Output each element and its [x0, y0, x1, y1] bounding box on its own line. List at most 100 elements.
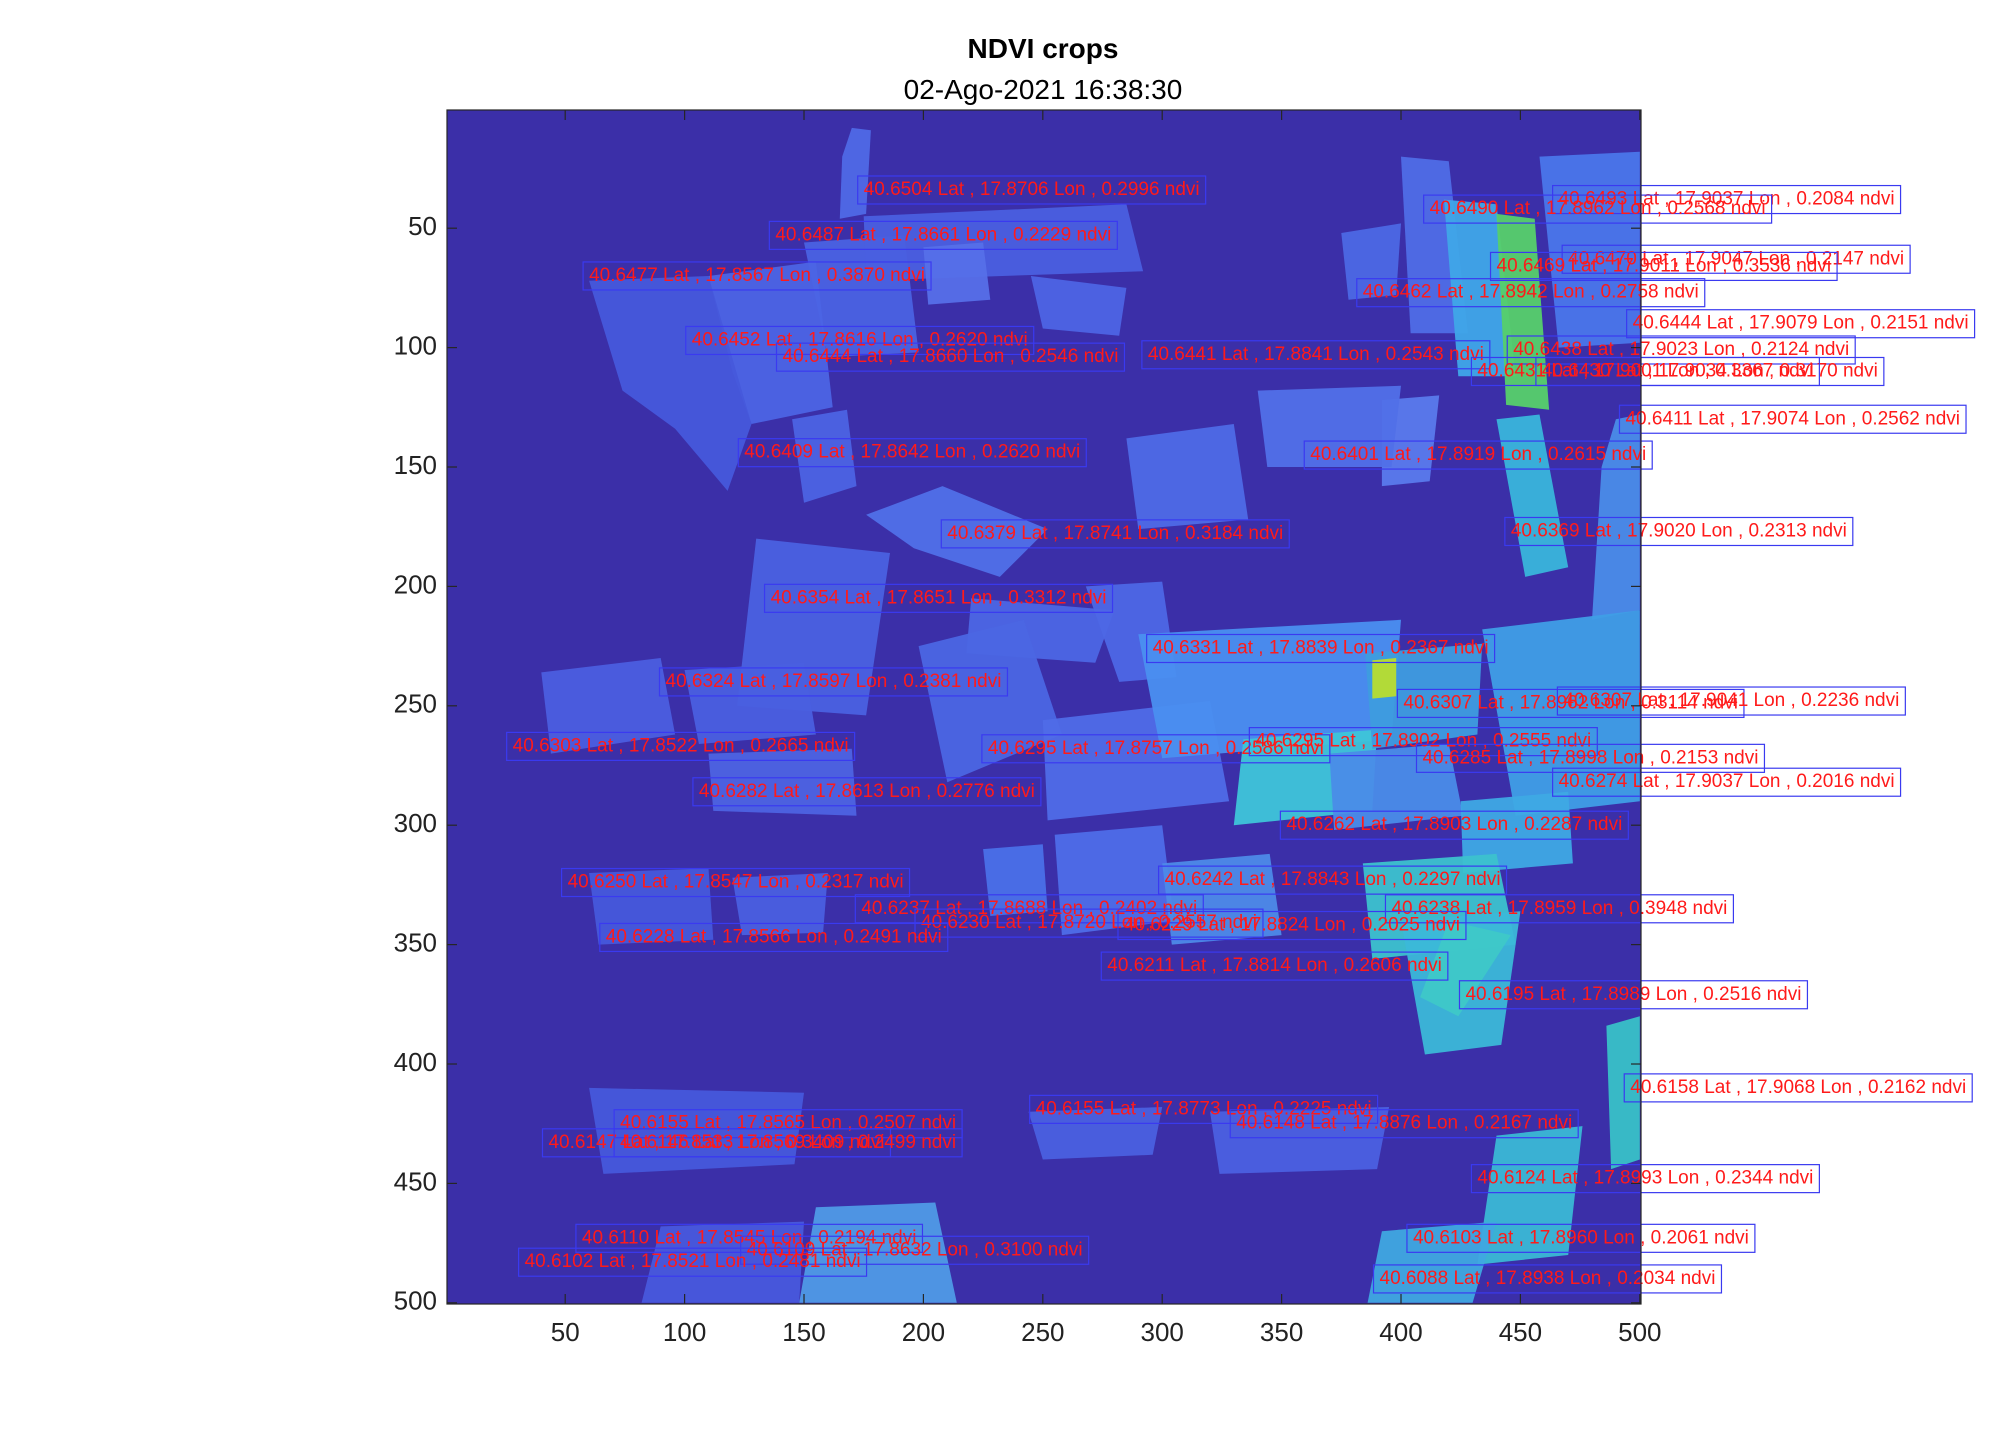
- y-axis-ticks: 50 100 150 200 250 300 350 400 450 500: [394, 211, 1641, 1316]
- chart-subtitle: 02-Ago-2021 16:38:30: [904, 74, 1183, 105]
- field-annotation: 40.6438 Lat , 17.9023 Lon , 0.2124 ndvi: [1506, 335, 1856, 365]
- field-annotation: 40.6110 Lat , 17.8545 Lon , 0.2194 ndvi: [575, 1223, 924, 1253]
- annotation-box: [613, 1128, 963, 1158]
- annotations: 40.6504 Lat , 17.8706 Lon , 0.2996 ndvi 4…: [506, 175, 1976, 1294]
- annotation-label: 40.6307 Lat , 17.9041 Lon , 0.2236 ndvi: [1563, 690, 1899, 711]
- field-annotation: 40.6274 Lat , 17.9037 Lon , 0.2016 ndvi: [1552, 767, 1902, 797]
- field-annotation: 40.6195 Lat , 17.8989 Lon , 0.2516 ndvi: [1458, 980, 1809, 1010]
- field-annotation: 40.6331 Lat , 17.8839 Lon , 0.2367 ndvi: [1146, 633, 1496, 664]
- field-annotation: 40.6452 Lat , 17.8616 Lon , 0.2620 ndvi: [685, 325, 1035, 356]
- crop-field: [1028, 1107, 1163, 1160]
- annotation-label: 40.6237 Lat , 17.8688 Lon , 0.2402 ndvi: [861, 898, 1197, 919]
- annotation-label: 40.6229 Lat , 17.8824 Lon , 0.2025 ndvi: [1124, 915, 1460, 936]
- annotation-label: 40.6295 Lat , 17.8757 Lon , 0.2586 ndvi: [988, 738, 1324, 759]
- field-annotation: 40.6401 Lat , 17.8919 Lon , 0.2615 ndvi: [1303, 440, 1653, 470]
- annotation-label: 40.6155 Lat , 17.8773 Lon , 0.2225 ndvi: [1036, 1098, 1372, 1119]
- annotation-box: [582, 261, 932, 291]
- annotation-box: [1146, 633, 1496, 664]
- field-annotation: 40.6307 Lat , 17.8962 Lon , 0.3114 ndvi: [1396, 688, 1745, 719]
- annotation-label: 40.6379 Lat , 17.8741 Lon , 0.3184 ndvi: [947, 523, 1283, 544]
- field-annotation: 40.6354 Lat , 17.8651 Lon , 0.3312 ndvi: [763, 583, 1114, 613]
- annotation-label: 40.6462 Lat , 17.8942 Lon , 0.2758 ndvi: [1363, 282, 1699, 303]
- annotation-label: 40.6369 Lat , 17.9020 Lon , 0.2313 ndvi: [1511, 520, 1847, 541]
- annotation-box: [1396, 688, 1745, 719]
- field-annotation: 40.6158 Lat , 17.9068 Lon , 0.2162 ndvi: [1623, 1073, 1973, 1103]
- annotation-label: 40.6303 Lat , 17.8522 Lon , 0.2665 ndvi: [513, 735, 849, 756]
- annotation-label: 40.6238 Lat , 17.8959 Lon , 0.3948 ndvi: [1391, 898, 1727, 919]
- annotation-box: [1552, 767, 1902, 797]
- annotation-box: [1406, 1223, 1756, 1253]
- crop-field: [732, 873, 828, 936]
- field-annotation: 40.6146 Lat , 17.8569 Lon , 0.2499 ndvi: [613, 1128, 963, 1158]
- x-tick-label: 250: [1021, 1317, 1064, 1347]
- field-annotation: 40.6295 Lat , 17.8757 Lon , 0.2586 ndvi: [981, 734, 1331, 764]
- annotation-box: [1303, 440, 1653, 470]
- annotation-box: [740, 1235, 1090, 1265]
- y-tick-label: 400: [394, 1047, 437, 1077]
- annotation-box: [775, 342, 1126, 372]
- annotation-label: 40.6148 Lat , 17.8876 Lon , 0.2167 ndvi: [1236, 1113, 1572, 1134]
- annotation-label: 40.6354 Lat , 17.8651 Lon , 0.3312 ndvi: [771, 587, 1107, 608]
- annotation-label: 40.6444 Lat , 17.8660 Lon , 0.2546 ndvi: [783, 346, 1119, 367]
- x-tick-label: 50: [551, 1317, 580, 1347]
- y-tick-label: 300: [394, 808, 437, 838]
- crop-field: [1367, 1221, 1497, 1303]
- field-annotation: 40.6469 Lat , 17.9011 Lon , 0.3536 ndvi: [1489, 251, 1838, 282]
- crop-field: [1539, 151, 1640, 348]
- y-tick-label: 250: [394, 689, 437, 719]
- field-annotation: 40.6369 Lat , 17.9020 Lon , 0.2313 ndvi: [1504, 516, 1854, 547]
- field-annotation: 40.6307 Lat , 17.9041 Lon , 0.2236 ndvi: [1556, 686, 1906, 716]
- annotation-label: 40.6103 Lat , 17.8960 Lon , 0.2061 ndvi: [1413, 1227, 1749, 1248]
- annotation-box: [685, 325, 1035, 356]
- y-tick-label: 150: [394, 450, 437, 480]
- x-tick-label: 350: [1260, 1317, 1303, 1347]
- annotation-label: 40.6430 Lat , 17.9034 Lon , 0.3170 ndvi: [1542, 361, 1878, 382]
- annotation-box: [981, 734, 1331, 764]
- annotation-label: 40.6102 Lat , 17.8521 Lon , 0.2481 ndvi: [525, 1251, 861, 1272]
- x-tick-label: 150: [782, 1317, 825, 1347]
- annotation-label: 40.6262 Lat , 17.8903 Lon , 0.2287 ndvi: [1286, 814, 1622, 835]
- annotation-box: [1618, 404, 1967, 434]
- crop-field: [1372, 658, 1397, 699]
- annotation-label: 40.6487 Lat , 17.8661 Lon , 0.2229 ndvi: [775, 224, 1111, 245]
- field-annotation: 40.6411 Lat , 17.9074 Lon , 0.2562 ndvi: [1618, 404, 1967, 434]
- annotation-box: [1470, 1164, 1820, 1194]
- annotation-box: [857, 175, 1207, 205]
- crop-field: [708, 748, 857, 816]
- annotation-box: [1157, 865, 1508, 895]
- annotation-label: 40.6469 Lat , 17.9011 Lon , 0.3536 ndvi: [1497, 255, 1832, 276]
- annotation-box: [613, 1109, 963, 1139]
- annotation-box: [1623, 1073, 1973, 1103]
- field-annotation: 40.6462 Lat , 17.8942 Lon , 0.2758 ndvi: [1356, 278, 1706, 308]
- annotation-label: 40.6088 Lat , 17.8938 Lon , 0.2034 ndvi: [1380, 1268, 1716, 1289]
- x-tick-label: 200: [902, 1317, 945, 1347]
- field-annotation: 40.6444 Lat , 17.9079 Lon , 0.2151 ndvi: [1626, 309, 1976, 339]
- crop-field: [589, 276, 752, 491]
- field-annotation: 40.6285 Lat , 17.8998 Lon , 0.2153 ndvi: [1415, 743, 1766, 773]
- x-tick-label: 500: [1618, 1317, 1661, 1347]
- crop-field: [792, 409, 857, 503]
- field-annotation: 40.6504 Lat , 17.8706 Lon , 0.2996 ndvi: [857, 175, 1207, 205]
- annotation-box: [1489, 251, 1838, 282]
- field-annotation: 40.6470 Lat , 17.9047 Lon , 0.2147 ndvi: [1561, 244, 1911, 274]
- annotation-box: [1626, 309, 1976, 339]
- crop-field: [589, 868, 714, 945]
- field-annotation: 40.6109 Lat , 17.8632 Lon , 0.3100 ndvi: [740, 1235, 1090, 1265]
- crop-field: [1257, 385, 1401, 467]
- annotation-box: [1100, 951, 1449, 981]
- annotation-label: 40.6285 Lat , 17.8998 Lon , 0.2153 ndvi: [1422, 747, 1758, 768]
- annotation-label: 40.6195 Lat , 17.8989 Lon , 0.2516 ndvi: [1465, 984, 1801, 1005]
- crop-field: [1162, 853, 1282, 945]
- field-annotation: 40.6102 Lat , 17.8521 Lon , 0.2481 ndvi: [518, 1247, 868, 1277]
- annotation-box: [737, 438, 1087, 468]
- annotation-box: [1556, 686, 1906, 716]
- annotation-box: [1372, 1264, 1723, 1294]
- annotation-label: 40.6324 Lat , 17.8597 Lon , 0.2381 ndvi: [666, 671, 1002, 692]
- annotation-box: [560, 867, 911, 898]
- plot-axes: 40.6504 Lat , 17.8706 Lon , 0.2996 ndvi 4…: [394, 109, 1976, 1347]
- annotation-label: 40.6401 Lat , 17.8919 Lon , 0.2615 ndvi: [1310, 444, 1646, 465]
- plot-frame: [446, 109, 1642, 1305]
- annotation-box: [768, 220, 1118, 250]
- annotation-box: [1561, 244, 1911, 274]
- crop-field: [1444, 199, 1516, 377]
